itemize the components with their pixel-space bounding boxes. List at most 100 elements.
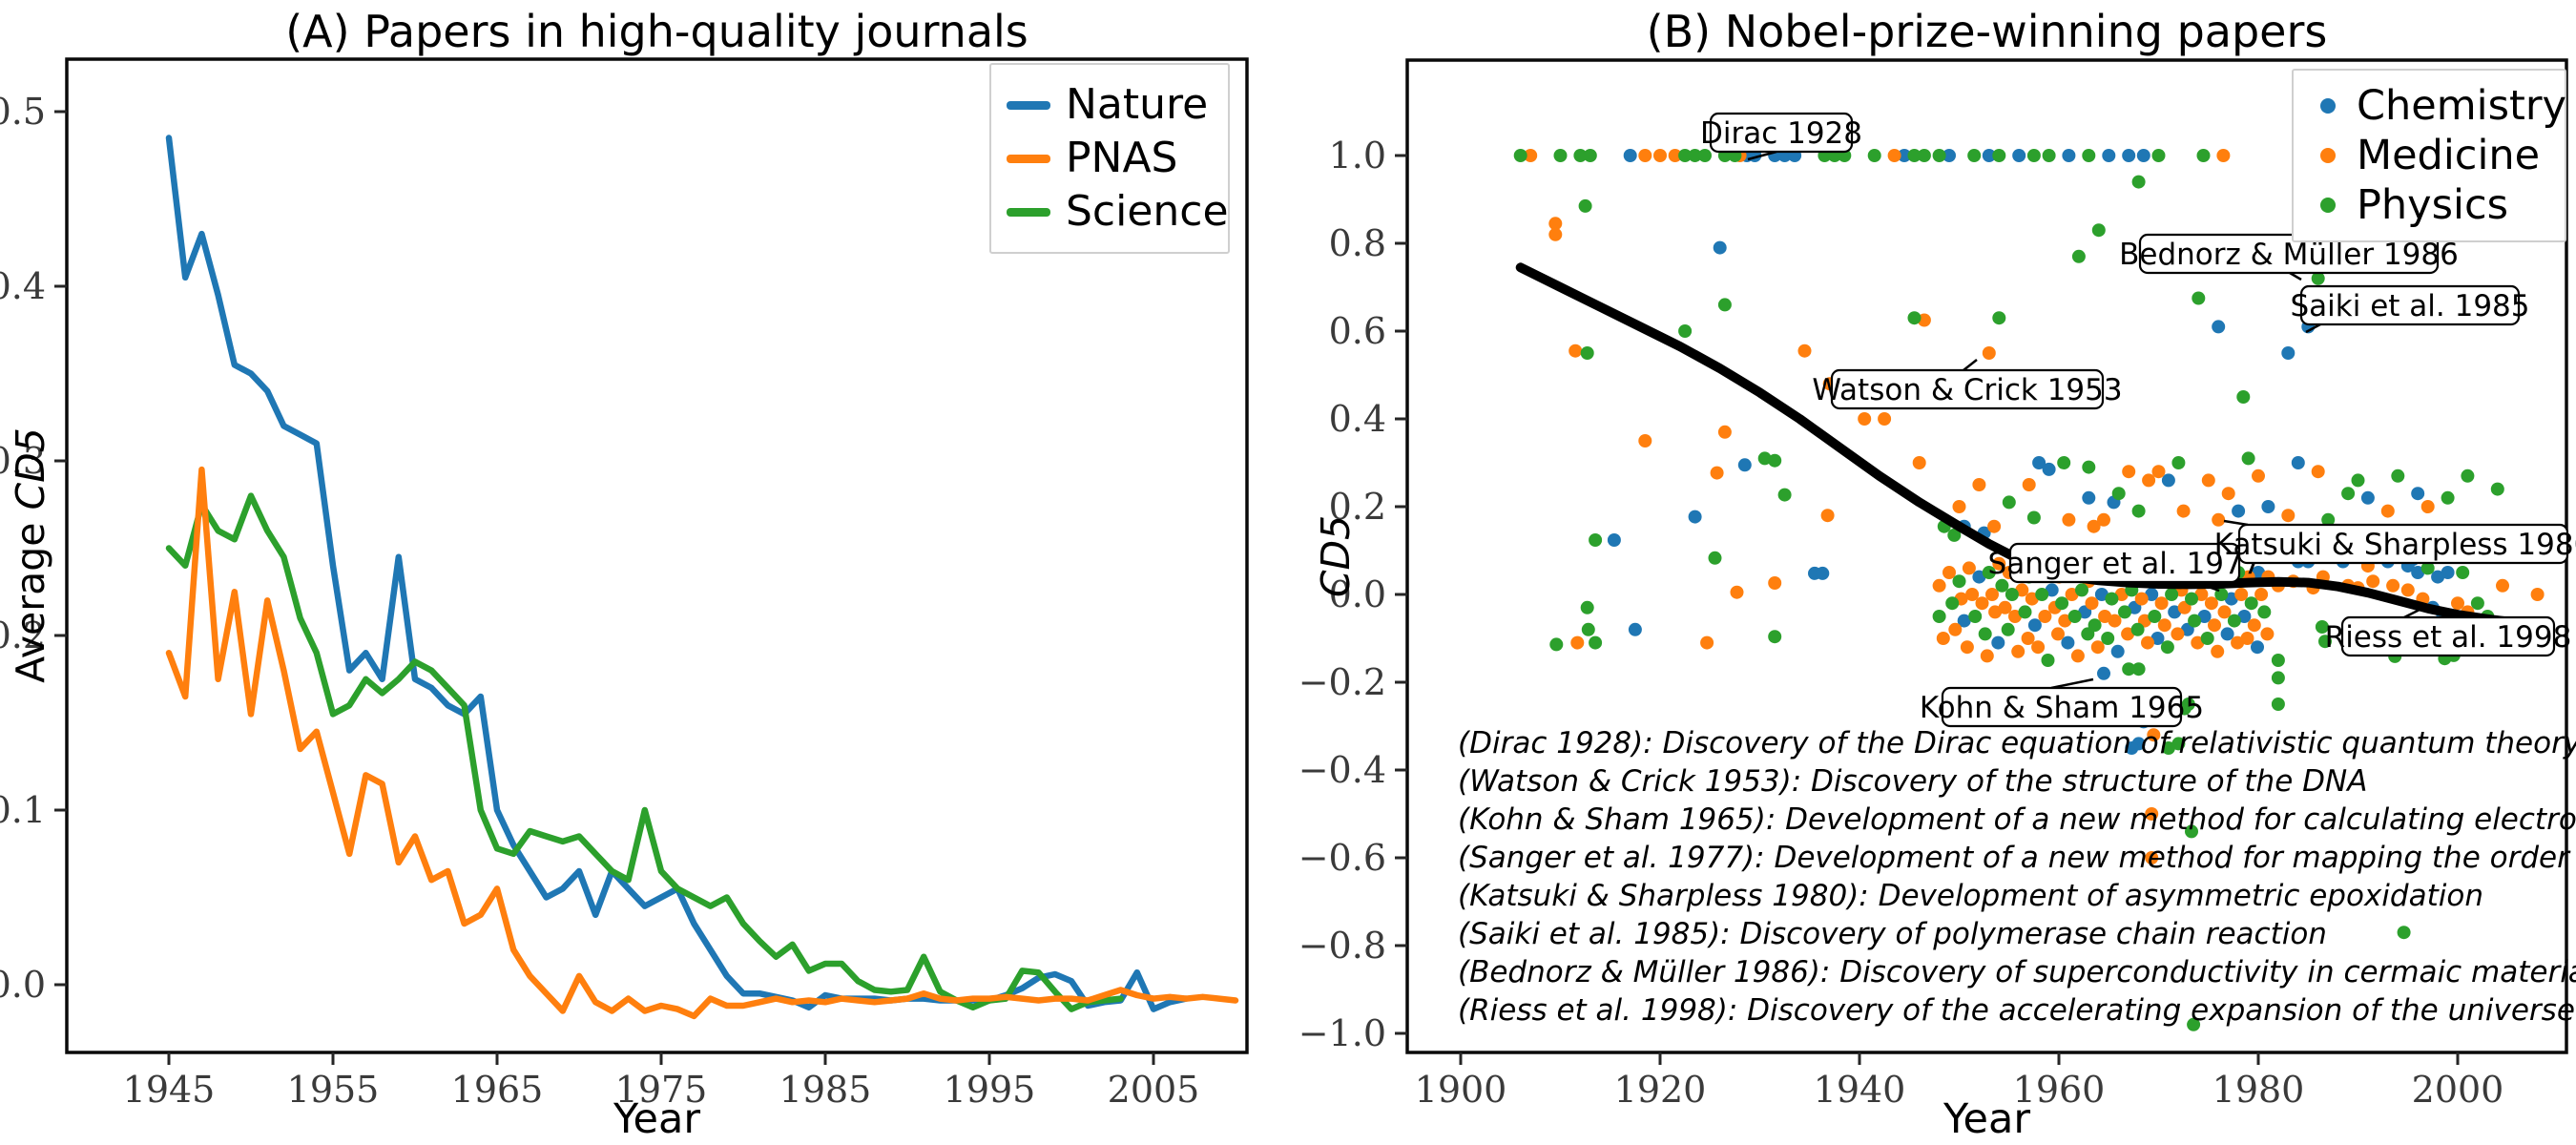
scatter-point (2145, 851, 2159, 864)
footnote-line: (Bednorz & Müller 1986): Discovery of su… (1458, 955, 2576, 989)
panel-b-xtick-label: 1900 (1415, 1069, 1507, 1111)
annotation-sanger: Sanger et al. 1977 (1988, 542, 2262, 593)
scatter-point (2271, 654, 2285, 667)
scatter-point (2321, 512, 2336, 527)
scatter-point (2271, 671, 2285, 685)
panel-a-xtick-label: 2005 (1108, 1069, 1200, 1111)
scatter-point (2234, 588, 2249, 601)
legend-item-pnas: PNAS (1007, 132, 1209, 185)
scatter-point (2200, 632, 2214, 645)
scatter-point (2441, 566, 2455, 579)
scatter-point (1878, 412, 1892, 426)
scatter-point (2026, 510, 2041, 525)
scatter-point (2097, 512, 2110, 527)
panel-a-ytick-label: 0.3 (0, 440, 46, 482)
scatter-point (1638, 434, 1652, 448)
scatter-point (1952, 574, 1966, 589)
scatter-point (1581, 622, 1595, 636)
scatter-point (1936, 632, 1950, 645)
scatter-point (2027, 618, 2042, 633)
panel-a-legend: Nature PNAS Science (989, 63, 1230, 254)
scatter-point (1968, 610, 1983, 623)
legend-item-medicine: Medicine (2309, 131, 2545, 180)
panel-a-plot: 1945 1955 1965 1975 1985 1995 2005 0.0 0.1 0.2 0.3… (0, 57, 1249, 1111)
scatter-point (1548, 217, 1563, 231)
panel-a-xlabel: Year (613, 1095, 701, 1143)
scatter-point (1887, 149, 1901, 162)
panel-a-xtick-label: 1945 (123, 1069, 216, 1111)
scatter-point (2102, 149, 2116, 162)
scatter-point (1942, 566, 1956, 579)
panel-b-xtick-label: 1920 (1614, 1069, 1707, 1111)
annotation-label: Katsuki & Sharpless 1980 (2214, 528, 2576, 562)
scatter-point (2456, 566, 2470, 579)
scatter-point (1992, 556, 2006, 571)
scatter-point (2400, 583, 2415, 597)
scatter-point (2147, 728, 2161, 742)
series-line-nature (165, 135, 1190, 1012)
scatter-point (2260, 627, 2275, 641)
scatter-point (2241, 451, 2255, 466)
scatter-point (1932, 610, 1946, 623)
scatter-point (2208, 618, 2221, 633)
scatter-point (2130, 622, 2145, 636)
scatter-point (2031, 640, 2046, 655)
panel-b-ylabel: CD5 (1313, 514, 1359, 598)
annotation-saiki: Saiki et al. 1985 (2291, 284, 2530, 334)
scatter-point (2237, 610, 2252, 623)
scatter-point (2366, 574, 2380, 589)
annotation-leader-line (2289, 271, 2302, 281)
legend-label-chemistry: Chemistry (2357, 81, 2566, 130)
annotation-label: Kohn & Sham 1965 (1920, 691, 2204, 725)
scatter-point (1967, 149, 1982, 162)
scatter-point (2055, 596, 2069, 611)
legend-label-physics: Physics (2357, 180, 2509, 229)
panel-b-ytick-label: −0.2 (1298, 661, 1386, 703)
annotation-kohn: Kohn & Sham 1965 (1920, 677, 2204, 728)
scatter-point (2185, 592, 2198, 606)
panel-a-ytick-label: 0.2 (0, 614, 46, 656)
scatter-point (1947, 528, 1962, 542)
scatter-point (1972, 478, 1986, 491)
scatter-point (2041, 654, 2055, 667)
scatter-point (2088, 618, 2102, 633)
scatter-point (2108, 614, 2122, 628)
annotation-label: Sanger et al. 1977 (1988, 547, 2262, 581)
panel-a-xtick-label: 1995 (944, 1069, 1036, 1111)
annotation-dirac: Dirac 1928 (1700, 112, 1862, 161)
scatter-point (2008, 610, 2022, 623)
annotation-box (2340, 615, 2556, 657)
scatter-point (2420, 500, 2435, 513)
scatter-point (2411, 566, 2425, 579)
scatter-point (1730, 585, 1744, 599)
panel-b-xtick-label: 1980 (2212, 1069, 2305, 1111)
scatter-point (2271, 697, 2285, 711)
legend-label-science: Science (1066, 187, 1229, 236)
scatter-point (2211, 644, 2225, 658)
scatter-point (1965, 588, 1980, 601)
scatter-point (1998, 600, 2012, 614)
scatter-point (2232, 504, 2246, 518)
scatter-point (1578, 198, 1592, 213)
scatter-point (2075, 583, 2088, 597)
scatter-point (1942, 149, 1956, 162)
scatter-point (2451, 596, 2464, 611)
panel-b-ytick-label: 0.2 (1329, 486, 1386, 528)
scatter-point (1867, 149, 1881, 162)
scatter-point (2212, 320, 2226, 334)
scatter-point (1820, 509, 1835, 523)
scatter-point (2165, 588, 2179, 601)
scatter-point (2011, 644, 2025, 658)
scatter-point (2217, 605, 2232, 619)
scatter-point (2057, 456, 2071, 469)
pnas-line-swatch-icon (1007, 154, 1050, 163)
nature-line-swatch-icon (1007, 100, 1050, 110)
panel-b-xlabel: Year (1942, 1095, 2031, 1143)
scatter-point (2071, 249, 2086, 263)
scatter-point (1907, 149, 1922, 162)
footnote-line: (Riess et al. 1998): Discovery of the ac… (1458, 993, 2575, 1028)
scatter-point (1548, 227, 1563, 241)
annotation-bednorz: Bednorz & Müller 1986 (2119, 233, 2459, 281)
scatter-point (2311, 465, 2325, 479)
scatter-point (2188, 614, 2202, 628)
